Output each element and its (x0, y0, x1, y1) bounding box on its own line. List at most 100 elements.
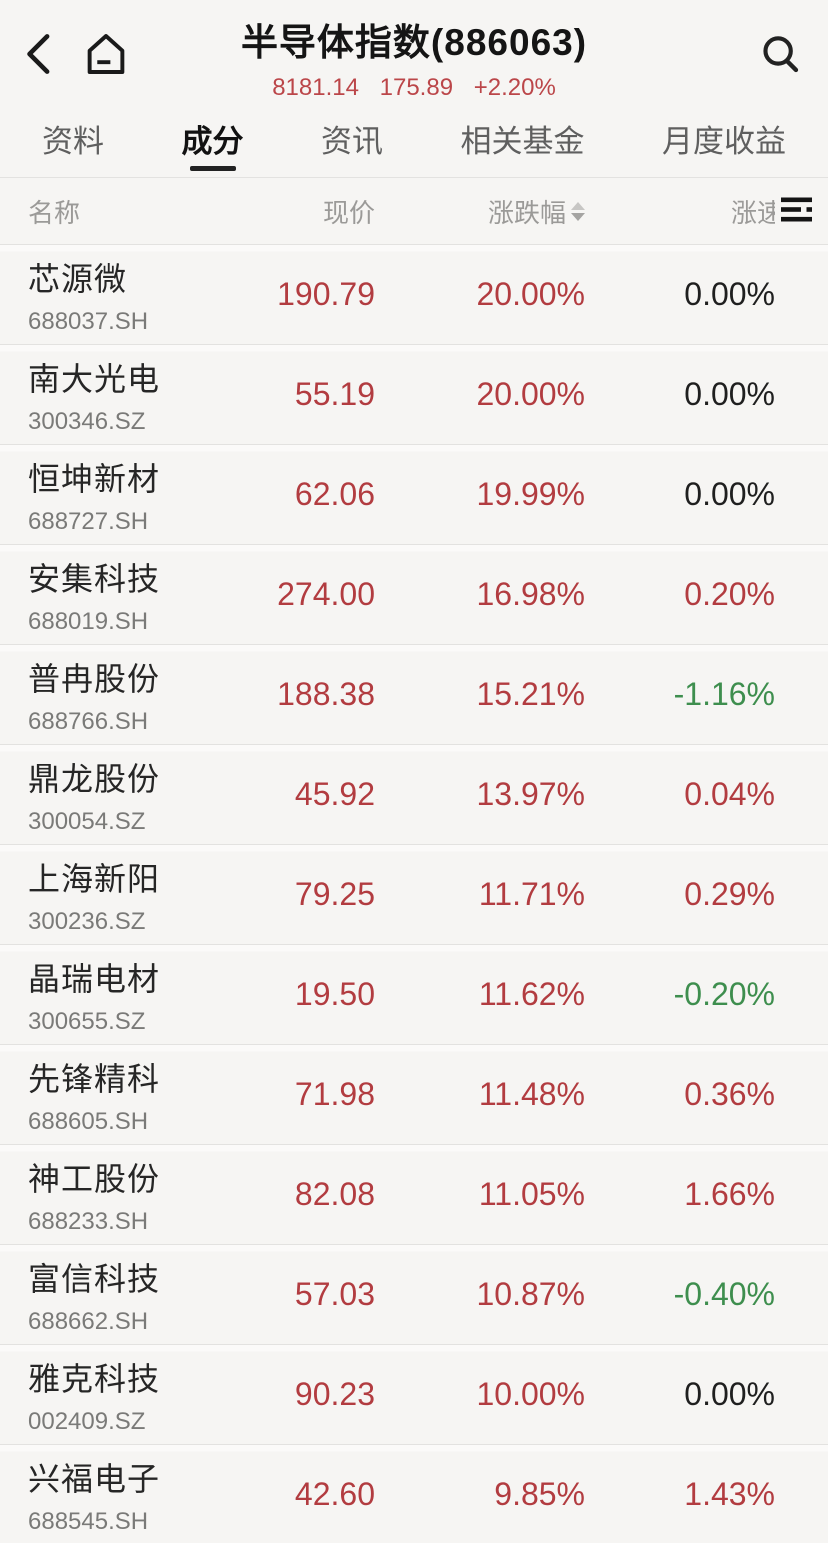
stock-code: 300236.SZ (28, 907, 146, 935)
stock-name: 雅克科技 (28, 1360, 161, 1397)
change-pct-cell: 11.71% (478, 876, 585, 912)
table-row[interactable]: 普冉股份 688766.SH 188.38 15.21% -1.16% (0, 644, 828, 744)
stock-cell: 兴福电子 688545.SH (28, 1454, 225, 1536)
column-header-price[interactable]: 现价 (225, 193, 375, 230)
stock-cell: 南大光电 300346.SZ (28, 354, 225, 436)
speed-cell: 0.00% (684, 476, 775, 512)
change-pct-cell: 11.62% (478, 976, 585, 1012)
stock-cell: 神工股份 688233.SH (28, 1154, 225, 1236)
tab-1[interactable]: 资料 (42, 100, 104, 177)
stock-name: 上海新阳 (28, 860, 161, 897)
stock-code: 688019.SH (28, 607, 149, 635)
table-row[interactable]: 安集科技 688019.SH 274.00 16.98% 0.20% (0, 544, 828, 644)
speed-cell: 1.43% (684, 1476, 775, 1512)
chevron-left-icon (22, 31, 56, 80)
change-pct-cell: 19.99% (476, 476, 585, 512)
stock-code: 688233.SH (28, 1207, 149, 1235)
app-header: 半导体指数(886063) 8181.14 175.89 +2.20% (0, 0, 828, 101)
tab-2[interactable]: 成分 (182, 100, 244, 177)
list-columns-icon (780, 196, 816, 227)
stock-name: 晶瑞电材 (28, 960, 161, 997)
search-button[interactable] (758, 32, 804, 81)
stock-cell: 富信科技 688662.SH (28, 1254, 225, 1336)
back-button[interactable] (22, 31, 56, 80)
stock-cell: 普冉股份 688766.SH (28, 654, 225, 736)
home-icon (82, 30, 130, 81)
stock-code: 300054.SZ (28, 807, 146, 835)
change-pct-cell: 20.00% (476, 376, 585, 412)
speed-cell: -0.20% (673, 976, 775, 1012)
table-row[interactable]: 恒坤新材 688727.SH 62.06 19.99% 0.00% (0, 444, 828, 544)
table-row[interactable]: 上海新阳 300236.SZ 79.25 11.71% 0.29% (0, 844, 828, 944)
column-settings-button[interactable] (780, 196, 816, 227)
stock-cell: 恒坤新材 688727.SH (28, 454, 225, 536)
stock-cell: 晶瑞电材 300655.SZ (28, 954, 225, 1036)
speed-cell: 0.04% (684, 776, 775, 812)
stock-cell: 雅克科技 002409.SZ (28, 1354, 225, 1436)
sort-icon (571, 201, 585, 221)
stock-name: 普冉股份 (28, 660, 161, 697)
tab-label: 资讯 (321, 124, 383, 159)
stock-name: 恒坤新材 (28, 460, 161, 497)
stock-code: 688662.SH (28, 1307, 149, 1335)
stock-cell: 先锋精科 688605.SH (28, 1054, 225, 1136)
change-pct-cell: 16.98% (476, 576, 585, 612)
stock-name: 鼎龙股份 (28, 760, 161, 797)
table-row[interactable]: 神工股份 688233.SH 82.08 11.05% 1.66% (0, 1144, 828, 1244)
speed-cell: 0.00% (684, 376, 775, 412)
speed-cell: 0.00% (684, 1376, 775, 1412)
price-cell: 79.25 (294, 876, 375, 912)
tab-5[interactable]: 月度收益 (662, 100, 786, 177)
price-cell: 82.08 (294, 1176, 375, 1212)
speed-cell: -0.40% (673, 1276, 775, 1312)
tab-3[interactable]: 资讯 (321, 100, 383, 177)
table-row[interactable]: 兴福电子 688545.SH 42.60 9.85% 1.43% (0, 1444, 828, 1543)
stock-code: 688037.SH (28, 307, 149, 335)
speed-cell: 0.20% (684, 576, 775, 612)
price-cell: 90.23 (294, 1376, 375, 1412)
tab-label: 资料 (42, 124, 104, 159)
price-cell: 190.79 (277, 276, 375, 312)
stock-name: 神工股份 (28, 1160, 161, 1197)
stock-name: 富信科技 (28, 1260, 161, 1297)
table-row[interactable]: 鼎龙股份 300054.SZ 45.92 13.97% 0.04% (0, 744, 828, 844)
stock-name: 南大光电 (28, 360, 161, 397)
index-change-pct: +2.20% (473, 74, 556, 101)
price-cell: 55.19 (294, 376, 375, 412)
table-row[interactable]: 富信科技 688662.SH 57.03 10.87% -0.40% (0, 1244, 828, 1344)
stock-name: 芯源微 (28, 260, 128, 297)
table-row[interactable]: 晶瑞电材 300655.SZ 19.50 11.62% -0.20% (0, 944, 828, 1044)
price-cell: 45.92 (294, 776, 375, 812)
tab-4[interactable]: 相关基金 (461, 100, 585, 177)
home-button[interactable] (82, 30, 130, 81)
stock-code: 002409.SZ (28, 1407, 146, 1435)
stock-cell: 上海新阳 300236.SZ (28, 854, 225, 936)
tab-label: 相关基金 (460, 124, 585, 159)
price-cell: 19.50 (294, 976, 375, 1012)
table-row[interactable]: 芯源微 688037.SH 190.79 20.00% 0.00% (0, 244, 828, 344)
column-header-change[interactable]: 涨跌幅 (375, 193, 585, 230)
search-icon (758, 32, 804, 81)
price-cell: 188.38 (277, 676, 375, 712)
price-cell: 42.60 (294, 1476, 375, 1512)
change-pct-cell: 11.48% (478, 1076, 585, 1112)
stock-name: 先锋精科 (28, 1060, 161, 1097)
table-header: 名称 现价 涨跌幅 涨速 (0, 178, 828, 244)
stock-code: 688727.SH (28, 507, 149, 535)
table-row[interactable]: 雅克科技 002409.SZ 90.23 10.00% 0.00% (0, 1344, 828, 1444)
stock-code: 688605.SH (28, 1107, 149, 1135)
price-cell: 62.06 (294, 476, 375, 512)
stock-cell: 鼎龙股份 300054.SZ (28, 754, 225, 836)
column-header-speed[interactable]: 涨速 (585, 193, 775, 230)
stock-code: 688545.SH (28, 1507, 149, 1535)
table-row[interactable]: 南大光电 300346.SZ 55.19 20.00% 0.00% (0, 344, 828, 444)
stock-name: 兴福电子 (28, 1460, 161, 1497)
stock-code: 688766.SH (28, 707, 149, 735)
change-pct-cell: 10.00% (476, 1376, 585, 1412)
tab-bar: 资料 成分 资讯 相关基金 月度收益 (0, 100, 828, 178)
column-header-name: 名称 (28, 197, 81, 228)
table-row[interactable]: 先锋精科 688605.SH 71.98 11.48% 0.36% (0, 1044, 828, 1144)
change-pct-cell: 9.85% (494, 1476, 585, 1512)
price-cell: 274.00 (277, 576, 375, 612)
tab-label: 成分 (181, 124, 244, 159)
